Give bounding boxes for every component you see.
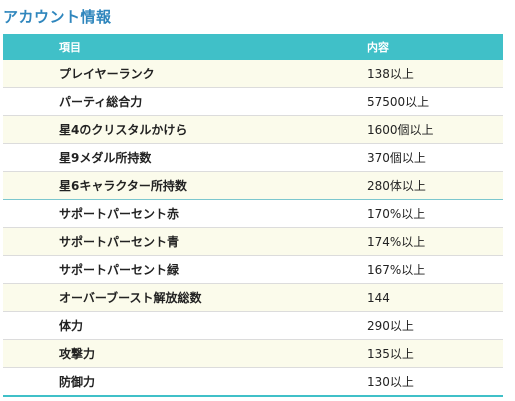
row-item-label: 星9メダル所持数 [3,143,309,172]
table-row: オーバーブースト解放総数 144 [3,283,503,312]
table-row: 攻撃力 135以上 [3,339,503,368]
row-item-value: 138以上 [309,60,503,88]
row-item-label: サポートパーセント青 [3,227,309,256]
table-row: サポートパーセント青 174%以上 [3,227,503,256]
table-row: プレイヤーランク 138以上 [3,60,503,88]
row-item-label: パーティ総合力 [3,87,309,116]
table-row: 星6キャラクター所持数 280体以上 [3,171,503,200]
section-title: アカウント情報 [3,8,112,26]
row-item-value: 57500以上 [309,87,503,116]
row-item-value: 280体以上 [309,171,503,200]
row-item-label: 星6キャラクター所持数 [3,171,309,200]
table-row: 防御力 130以上 [3,367,503,397]
table-row: 星4のクリスタルかけら 1600個以上 [3,115,503,144]
table-row: サポートパーセント赤 170%以上 [3,199,503,228]
row-item-value: 1600個以上 [309,115,503,144]
row-item-label: オーバーブースト解放総数 [3,283,309,312]
row-item-label: プレイヤーランク [3,60,309,88]
header-item: 項目 [3,34,309,60]
row-item-value: 130以上 [309,367,503,397]
table-row: 体力 290以上 [3,311,503,340]
row-item-value: 370個以上 [309,143,503,172]
table-row: パーティ総合力 57500以上 [3,87,503,116]
row-item-value: 170%以上 [309,199,503,228]
row-item-label: 体力 [3,311,309,340]
row-item-value: 174%以上 [309,227,503,256]
row-item-value: 290以上 [309,311,503,340]
table-header-row: 項目 内容 [3,34,503,60]
row-item-label: サポートパーセント赤 [3,199,309,228]
account-info-table: 項目 内容 プレイヤーランク 138以上 パーティ総合力 57500以上 星4の… [3,34,503,397]
row-item-label: サポートパーセント緑 [3,255,309,284]
row-item-value: 167%以上 [309,255,503,284]
table-row: 星9メダル所持数 370個以上 [3,143,503,172]
row-item-label: 防御力 [3,367,309,397]
row-item-value: 144 [309,283,503,312]
header-value: 内容 [309,34,503,60]
table-row: サポートパーセント緑 167%以上 [3,255,503,284]
row-item-label: 攻撃力 [3,339,309,368]
row-item-value: 135以上 [309,339,503,368]
row-item-label: 星4のクリスタルかけら [3,115,309,144]
